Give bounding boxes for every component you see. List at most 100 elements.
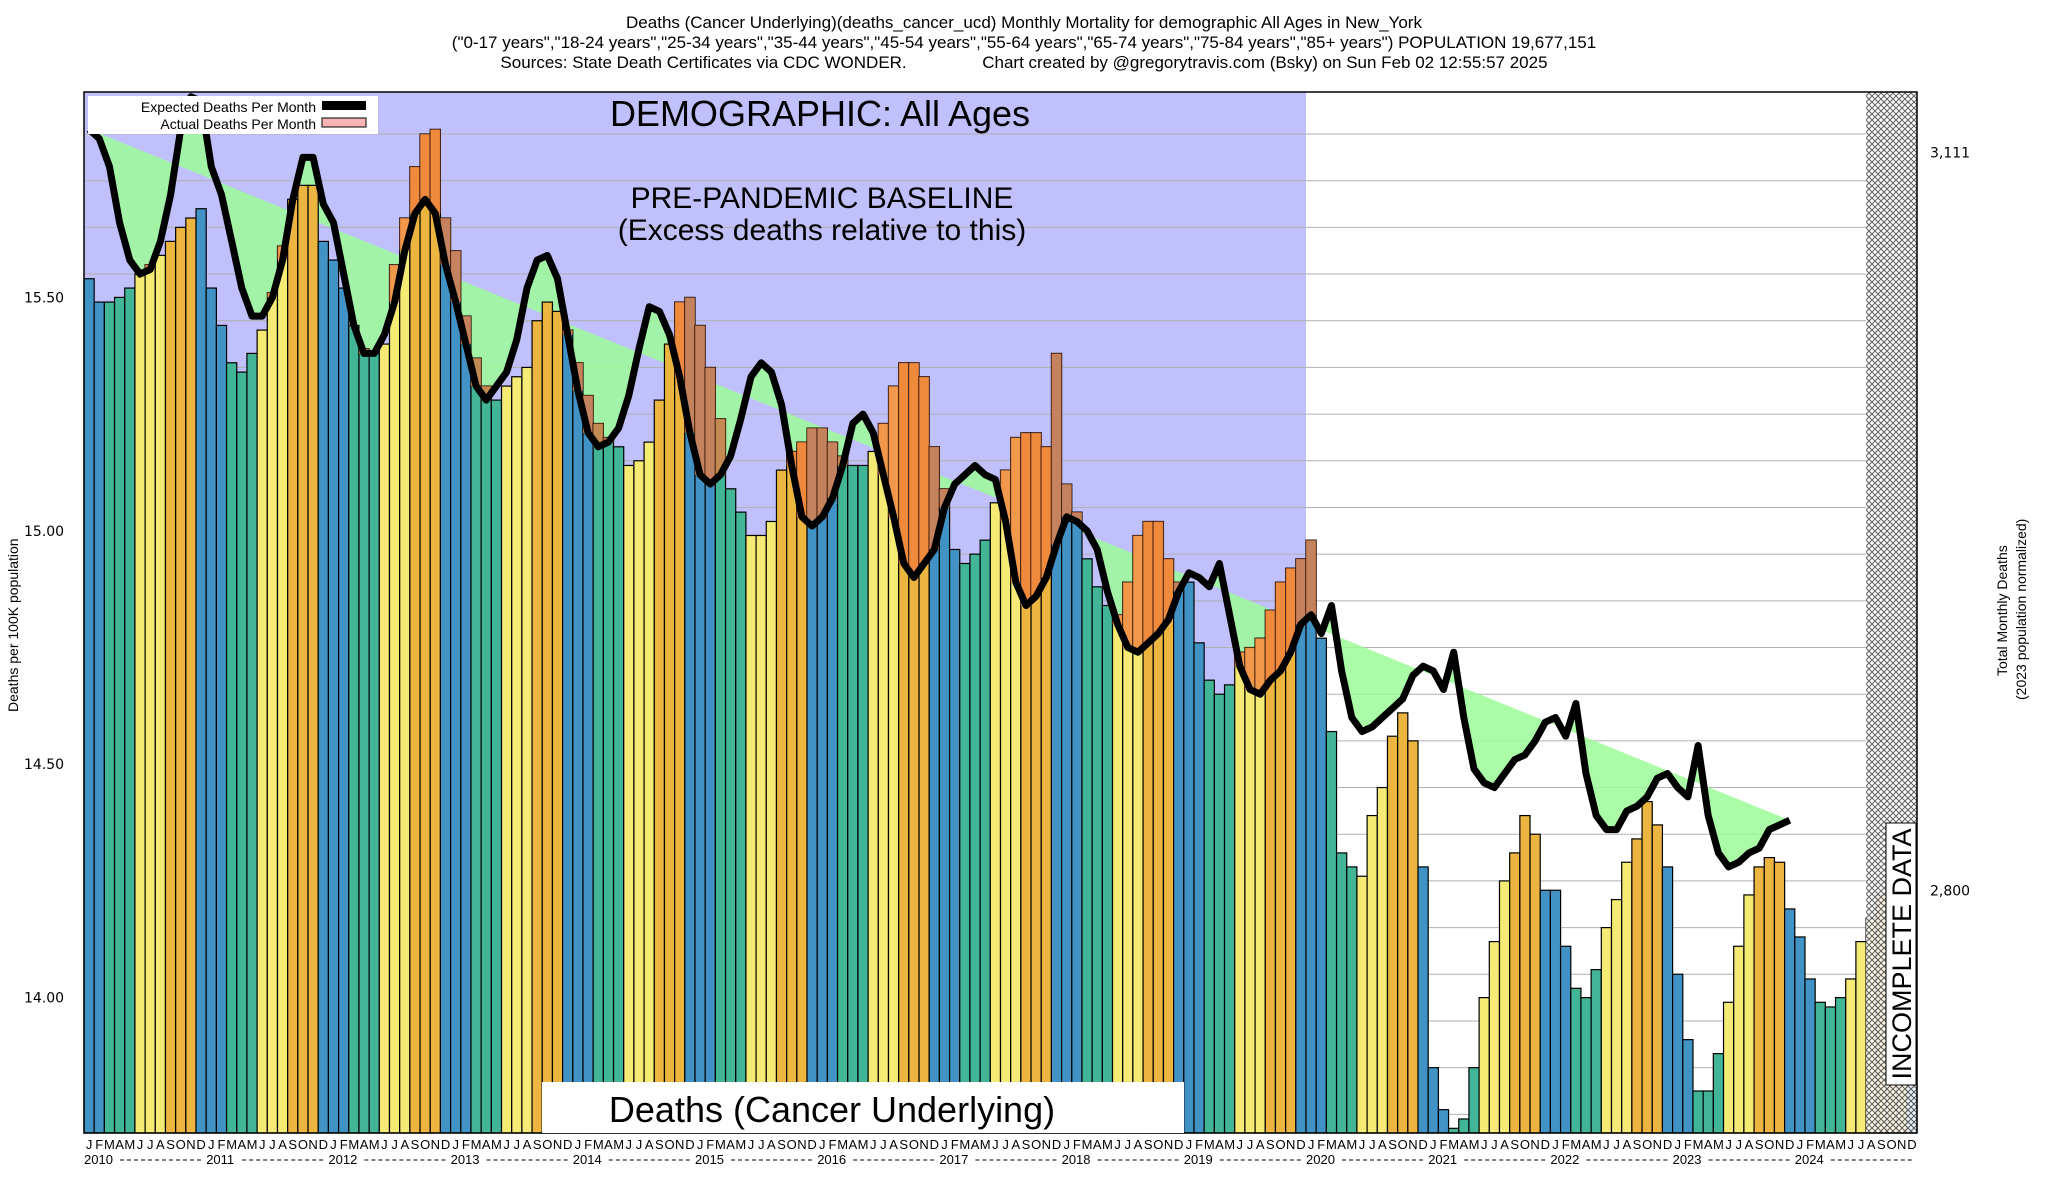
- bar-excess-segment: [1163, 558, 1174, 620]
- bar-actual-deaths: [83, 278, 95, 1134]
- bar-actual-deaths: [1834, 997, 1847, 1134]
- bar-actual-deaths: [572, 362, 584, 1134]
- x-tick-month: A: [1500, 1137, 1509, 1152]
- x-tick-month: S: [411, 1137, 420, 1152]
- bar-excess-segment: [1061, 484, 1072, 517]
- x-tick-month: F: [1317, 1137, 1325, 1152]
- bar-actual-deaths: [1488, 941, 1501, 1134]
- bar-actual-deaths: [1539, 889, 1552, 1134]
- x-tick-month: J: [626, 1137, 633, 1152]
- bar-actual-deaths: [185, 217, 197, 1134]
- bar-actual-deaths: [500, 385, 513, 1134]
- bar-actual-deaths: [1478, 997, 1490, 1134]
- x-tick-month: M: [959, 1137, 970, 1152]
- x-tick-month: N: [1408, 1137, 1417, 1152]
- chart-subtitle-demographics: ("0-17 years","18-24 years","25-34 years…: [451, 33, 1597, 52]
- x-tick-month: O: [664, 1137, 674, 1152]
- bar-excess-segment: [695, 325, 706, 475]
- bar-actual-deaths: [378, 343, 391, 1134]
- x-tick-month: M: [715, 1137, 726, 1152]
- x-tick-month: F: [1684, 1137, 1692, 1152]
- x-tick-month: J: [575, 1137, 582, 1152]
- x-tick-month: S: [1266, 1137, 1275, 1152]
- bar-actual-deaths: [938, 488, 951, 1134]
- x-tick-month: S: [1144, 1137, 1153, 1152]
- x-tick-month: A: [726, 1137, 735, 1152]
- x-tick-month: M: [1346, 1137, 1357, 1152]
- x-tick-month: M: [1835, 1137, 1846, 1152]
- x-tick-month: S: [1877, 1137, 1886, 1152]
- x-tick-month: M: [247, 1137, 258, 1152]
- x-tick-month: F: [706, 1137, 714, 1152]
- y-tick-label: 15.00: [24, 524, 64, 540]
- bar-actual-deaths: [674, 301, 686, 1134]
- demographic-label: DEMOGRAPHIC: All Ages: [610, 93, 1030, 134]
- x-tick-month: O: [542, 1137, 552, 1152]
- bar-excess-segment: [908, 362, 920, 578]
- bar-excess-segment: [807, 428, 818, 527]
- bar-actual-deaths: [979, 539, 991, 1134]
- x-tick-month: M: [858, 1137, 869, 1152]
- bar-actual-deaths: [1631, 838, 1643, 1134]
- bar-actual-deaths: [1397, 712, 1409, 1134]
- bar-excess-segment: [450, 250, 461, 303]
- x-tick-month: J: [330, 1137, 337, 1152]
- bar-excess-segment: [827, 442, 838, 499]
- bar-actual-deaths: [1081, 558, 1093, 1134]
- bar-excess-segment: [919, 376, 930, 564]
- bar-actual-deaths: [1845, 978, 1857, 1134]
- bar-actual-deaths: [1519, 814, 1531, 1134]
- bar-actual-deaths: [1386, 735, 1399, 1134]
- x-tick-month: S: [288, 1137, 297, 1152]
- x-tick-month: A: [400, 1137, 409, 1152]
- bar-actual-deaths: [857, 464, 869, 1134]
- bar-actual-deaths: [93, 301, 105, 1134]
- x-tick-month: J: [1308, 1137, 1315, 1152]
- x-tick-month: J: [1186, 1137, 1193, 1152]
- bar-actual-deaths: [236, 371, 248, 1134]
- bar-actual-deaths: [1254, 637, 1266, 1134]
- x-tick-month: F: [340, 1137, 348, 1152]
- bar-actual-deaths: [307, 184, 319, 1134]
- bar-actual-deaths: [450, 250, 462, 1134]
- x-tick-month: S: [1022, 1137, 1031, 1152]
- legend-label-expected: Expected Deaths Per Month: [141, 99, 316, 115]
- x-tick-month: M: [980, 1137, 991, 1152]
- y-tick-label: 14.50: [24, 757, 64, 773]
- x-tick-month: M: [104, 1137, 115, 1152]
- bar-excess-segment: [1031, 432, 1042, 597]
- bar-actual-deaths: [1234, 651, 1246, 1134]
- x-tick-month: A: [1337, 1137, 1346, 1152]
- bar-actual-deaths: [470, 357, 482, 1134]
- bar-actual-deaths: [215, 324, 228, 1134]
- x-tick-month: D: [441, 1137, 450, 1152]
- baseline-label: PRE-PANDEMIC BASELINE: [631, 182, 1014, 215]
- x-tick-month: D: [1785, 1137, 1794, 1152]
- bar-actual-deaths: [490, 399, 503, 1134]
- bar-actual-deaths: [1570, 987, 1582, 1134]
- bar-actual-deaths: [1722, 1001, 1735, 1134]
- bar-actual-deaths: [511, 376, 523, 1134]
- bar-actual-deaths: [1376, 786, 1389, 1134]
- x-tick-month: J: [259, 1137, 266, 1152]
- x-tick-month: D: [930, 1137, 939, 1152]
- bar-actual-deaths: [1183, 581, 1195, 1134]
- right-tick-label: 2,800: [1930, 883, 1970, 899]
- bar-actual-deaths: [1529, 833, 1541, 1134]
- bar-actual-deaths: [205, 287, 217, 1134]
- x-tick-month: S: [777, 1137, 786, 1152]
- x-tick-month: A: [1378, 1137, 1387, 1152]
- x-tick-month: O: [1764, 1137, 1774, 1152]
- x-tick-year: 2021: [1428, 1152, 1457, 1167]
- bar-actual-deaths: [1356, 875, 1368, 1134]
- x-tick-month: A: [1460, 1137, 1469, 1152]
- x-tick-month: J: [1237, 1137, 1244, 1152]
- x-tick-month: F: [1806, 1137, 1814, 1152]
- bar-excess-segment: [409, 166, 421, 214]
- x-tick-month: O: [909, 1137, 919, 1152]
- x-tick-month: F: [1195, 1137, 1203, 1152]
- bar-actual-deaths: [246, 352, 258, 1134]
- x-tick-month: N: [1775, 1137, 1784, 1152]
- bar-actual-deaths: [337, 287, 350, 1134]
